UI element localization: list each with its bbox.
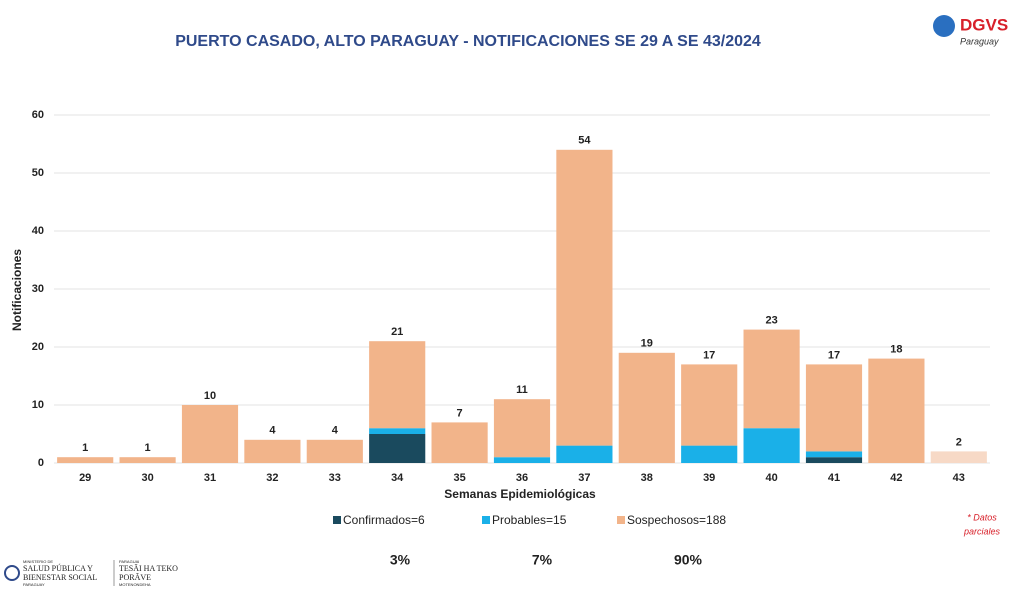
y-axis-label: Notificaciones bbox=[10, 249, 24, 331]
logo-dgvs: DGVS bbox=[960, 15, 1008, 34]
ministry-text: BIENESTAR SOCIAL bbox=[23, 573, 97, 582]
bar-segment bbox=[868, 358, 925, 463]
legend-label: Confirmados=6 bbox=[343, 513, 425, 527]
total-label: 54 bbox=[578, 135, 591, 147]
x-tick-label: 34 bbox=[391, 472, 404, 484]
logo-dgvs-sub: Paraguay bbox=[960, 36, 999, 46]
ministry-emblem bbox=[4, 565, 20, 581]
slogan-text: PARAGUAI bbox=[119, 559, 139, 564]
legend-swatch bbox=[482, 516, 490, 524]
slogan-text: PORÃVE bbox=[119, 572, 151, 582]
legend-swatch bbox=[617, 516, 625, 524]
x-axis-label: Semanas Epidemiológicas bbox=[444, 487, 596, 501]
bar-segment bbox=[805, 451, 863, 458]
y-tick-label: 30 bbox=[32, 283, 44, 295]
total-label: 23 bbox=[765, 315, 777, 327]
x-tick-label: 35 bbox=[453, 472, 465, 484]
x-tick-label: 41 bbox=[828, 472, 840, 484]
y-tick-label: 60 bbox=[32, 109, 44, 121]
total-label: 17 bbox=[828, 349, 840, 361]
partial-note: * Datos bbox=[967, 512, 997, 522]
x-tick-label: 39 bbox=[703, 472, 715, 484]
bar-segment bbox=[493, 399, 551, 458]
bar-segment bbox=[244, 439, 301, 463]
total-label: 2 bbox=[956, 436, 962, 448]
bar-segment bbox=[493, 457, 551, 463]
ministry-text: SALUD PÚBLICA Y bbox=[23, 563, 93, 573]
x-tick-label: 36 bbox=[516, 472, 528, 484]
legend-label: Probables=15 bbox=[492, 513, 567, 527]
x-tick-label: 40 bbox=[765, 472, 777, 484]
logo-globe bbox=[933, 15, 955, 37]
bar-segment bbox=[618, 352, 675, 463]
bar-segment bbox=[805, 364, 863, 452]
ministry-text: PARAGUAY bbox=[23, 582, 45, 587]
chart-title: PUERTO CASADO, ALTO PARAGUAY - NOTIFICAC… bbox=[175, 33, 761, 50]
y-tick-label: 20 bbox=[32, 341, 44, 353]
bar-segment bbox=[119, 457, 176, 463]
bar-segment bbox=[556, 149, 613, 446]
bar-segment bbox=[805, 457, 863, 463]
ministry-text: MINISTERIO DE bbox=[23, 559, 53, 564]
bar-segment bbox=[743, 329, 800, 429]
legend-swatch bbox=[333, 516, 341, 524]
total-label: 1 bbox=[145, 442, 151, 454]
total-label: 17 bbox=[703, 349, 715, 361]
total-label: 19 bbox=[641, 338, 653, 350]
bar-segment bbox=[743, 428, 800, 463]
y-tick-label: 50 bbox=[32, 167, 44, 179]
x-tick-label: 33 bbox=[329, 472, 341, 484]
total-label: 21 bbox=[391, 326, 403, 338]
y-tick-label: 40 bbox=[32, 225, 44, 237]
bar-segment bbox=[431, 422, 488, 463]
y-tick-label: 0 bbox=[38, 457, 44, 469]
partial-note: parciales bbox=[963, 526, 1001, 536]
total-label: 18 bbox=[890, 344, 902, 356]
total-label: 4 bbox=[332, 425, 339, 437]
total-label: 4 bbox=[269, 425, 276, 437]
bar-segment bbox=[556, 445, 613, 463]
x-tick-label: 31 bbox=[204, 472, 216, 484]
x-tick-label: 42 bbox=[890, 472, 902, 484]
bar-segment bbox=[369, 428, 426, 434]
bar-segment bbox=[681, 364, 738, 446]
x-tick-label: 30 bbox=[141, 472, 153, 484]
bar-segment bbox=[306, 439, 363, 463]
x-tick-label: 43 bbox=[953, 472, 965, 484]
bar-segment bbox=[369, 341, 426, 429]
x-tick-label: 29 bbox=[79, 472, 91, 484]
bar-segment bbox=[181, 405, 239, 463]
share-label: 7% bbox=[532, 552, 553, 568]
share-label: 3% bbox=[390, 552, 411, 568]
y-tick-label: 10 bbox=[32, 399, 44, 411]
total-label: 1 bbox=[82, 442, 88, 454]
total-label: 10 bbox=[204, 390, 216, 402]
legend-label: Sospechosos=188 bbox=[627, 513, 726, 527]
total-label: 7 bbox=[457, 407, 463, 419]
bar-segment bbox=[369, 434, 426, 463]
slogan-text: MOTENONDEHA bbox=[119, 582, 151, 587]
total-label: 11 bbox=[516, 384, 528, 396]
share-label: 90% bbox=[674, 552, 703, 568]
bar-segment bbox=[57, 457, 114, 463]
x-tick-label: 32 bbox=[266, 472, 278, 484]
bar-segment bbox=[930, 451, 987, 463]
x-tick-label: 37 bbox=[578, 472, 590, 484]
x-tick-label: 38 bbox=[641, 472, 653, 484]
slogan-text: TESÃI HA TEKO bbox=[119, 563, 178, 573]
bar-segment bbox=[681, 445, 738, 463]
